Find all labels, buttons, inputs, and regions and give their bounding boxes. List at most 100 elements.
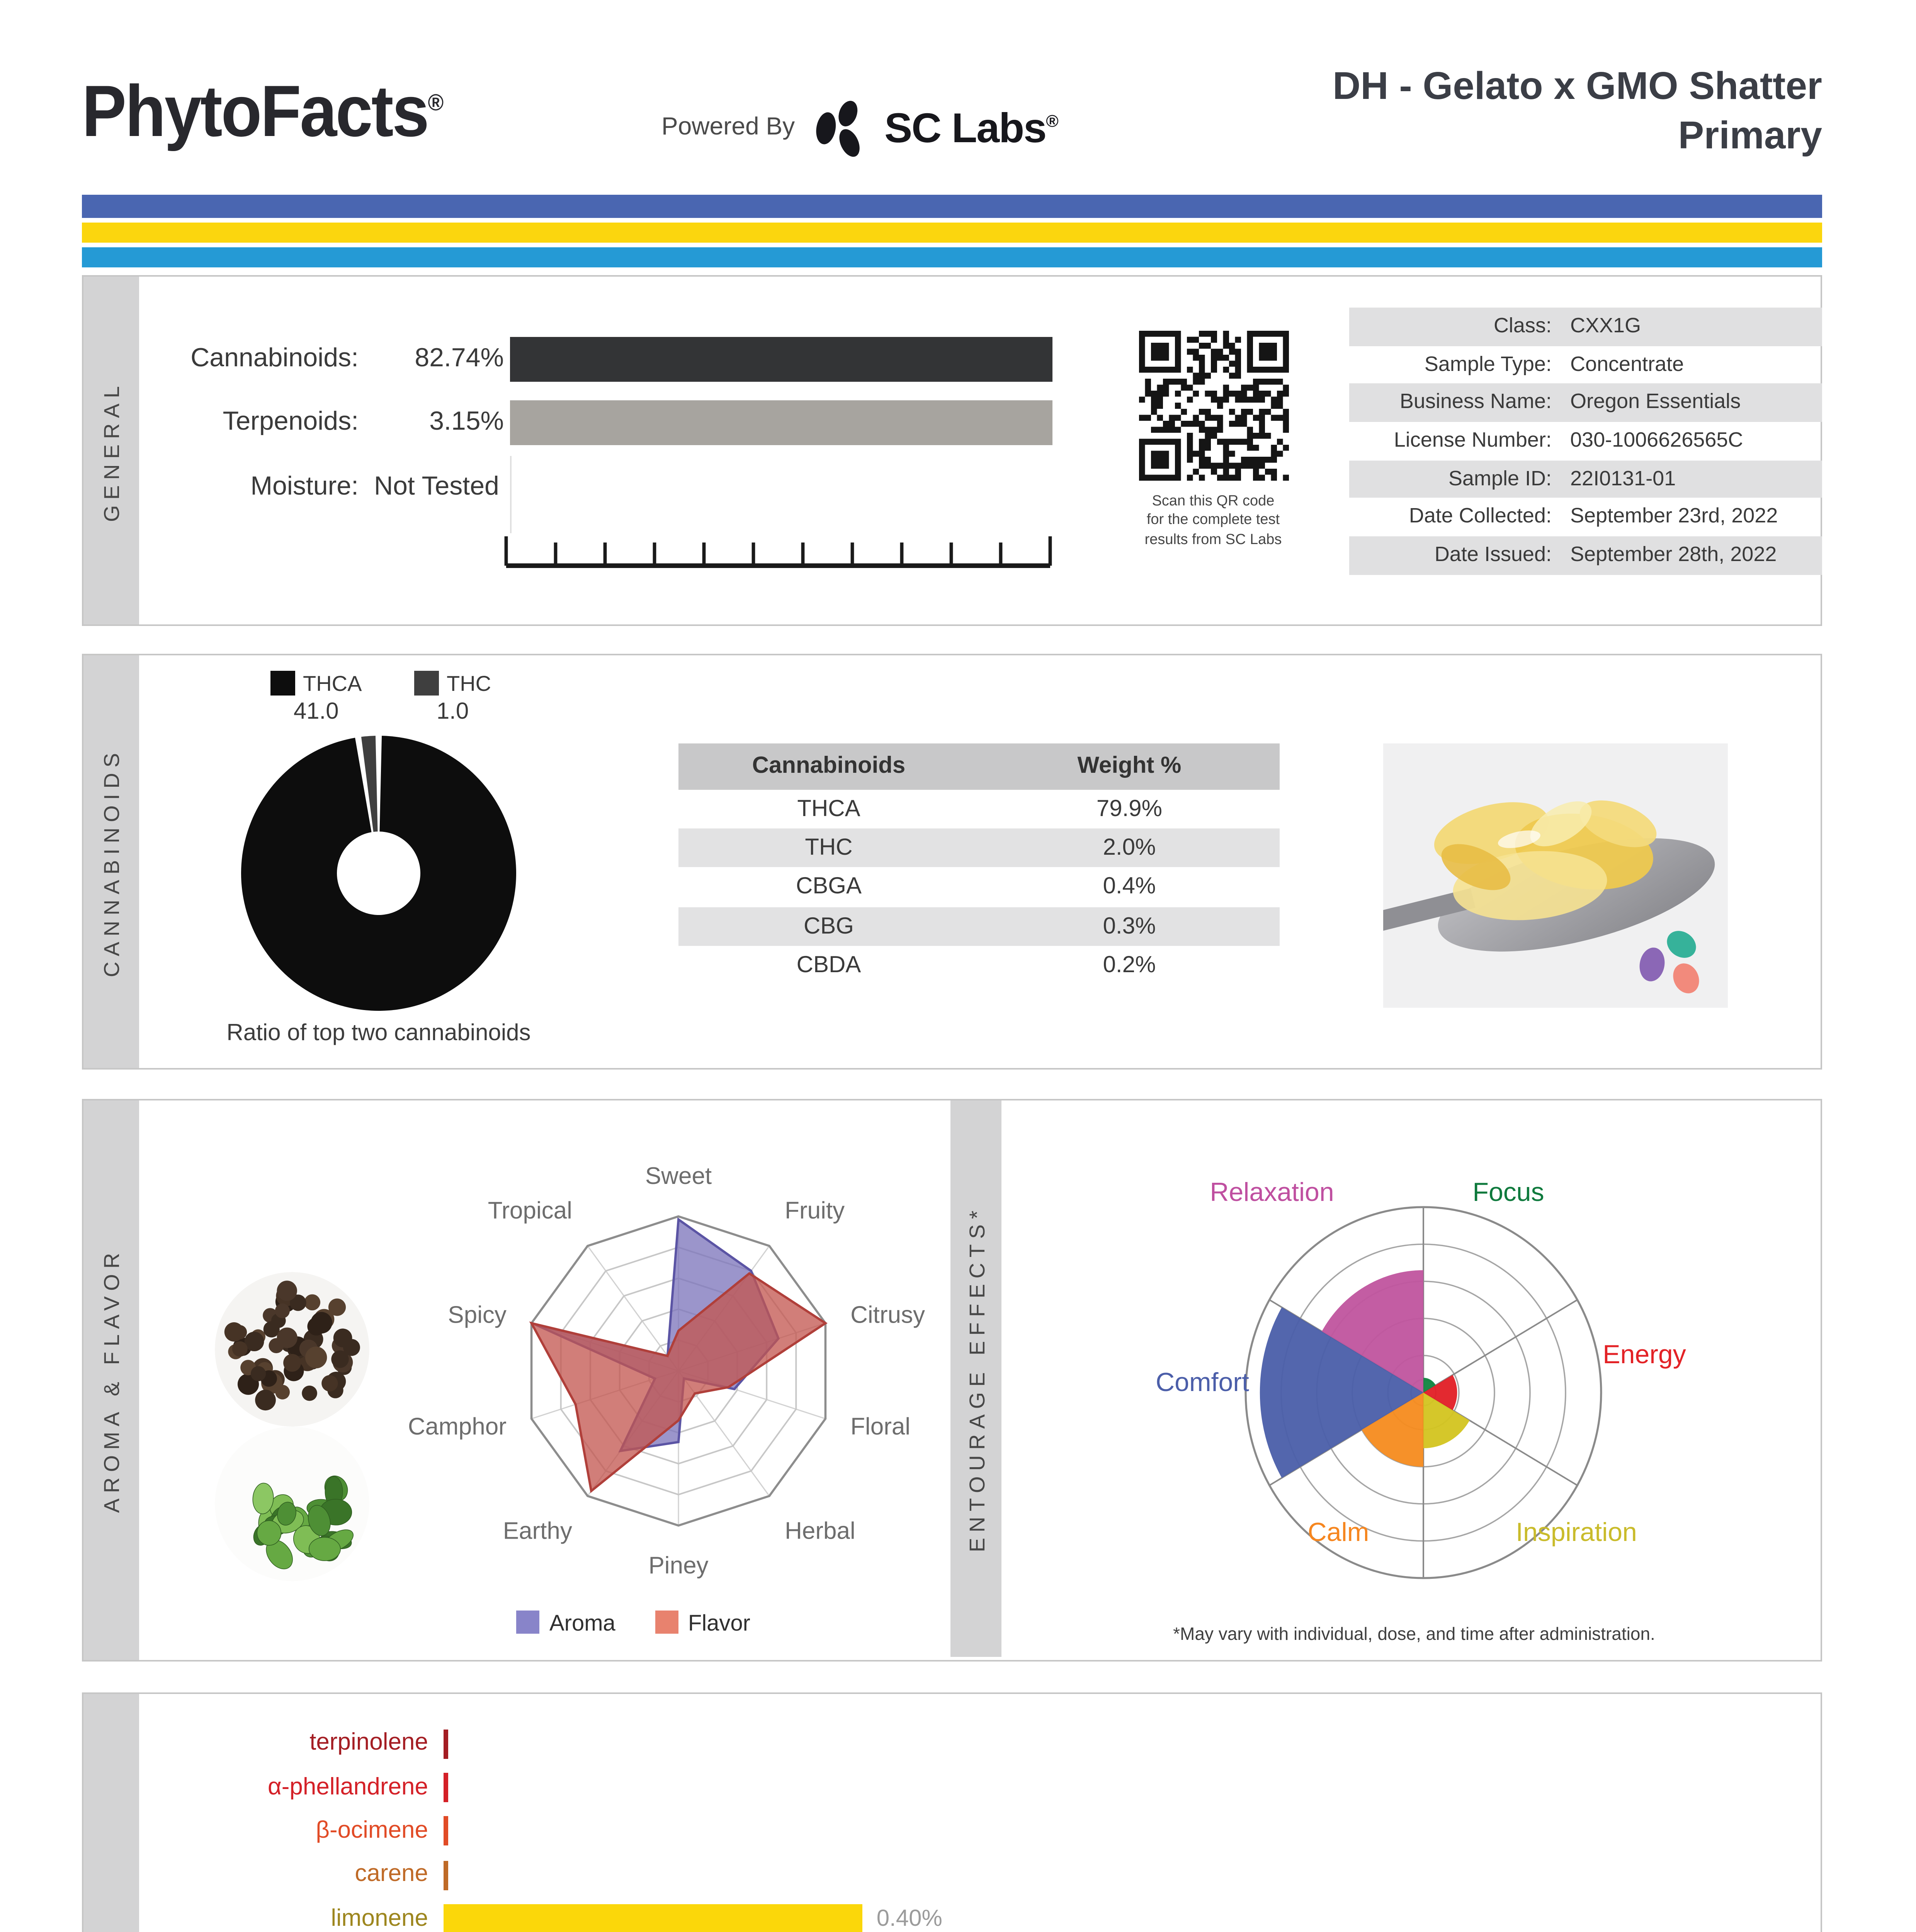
svg-text:Inspiration: Inspiration	[1516, 1517, 1637, 1547]
hops-photo	[215, 1427, 369, 1581]
flavor-legend-label: Flavor	[688, 1612, 750, 1637]
info-label: Date Collected:	[1409, 504, 1552, 528]
svg-text:Floral: Floral	[850, 1413, 910, 1440]
donut-caption: Ratio of top two cannabinoids	[226, 1020, 531, 1046]
terpene-value: 0.40%	[876, 1906, 942, 1932]
terpene-trace-tick	[444, 1729, 448, 1759]
cannabinoid-weight: 2.0%	[1103, 835, 1156, 861]
general-section-label: GENERAL	[99, 380, 124, 521]
cannabinoid-weight: 0.2%	[1103, 952, 1156, 978]
terpene-trace-tick	[444, 1773, 448, 1803]
svg-text:Piney: Piney	[648, 1552, 708, 1579]
aroma-flavor-sidebar: AROMA & FLAVOR	[83, 1100, 139, 1660]
table-row: CBG 0.3%	[678, 906, 1280, 946]
svg-text:Camphor: Camphor	[408, 1413, 507, 1440]
axis-line	[510, 456, 512, 533]
general-sidebar: GENERAL	[83, 277, 139, 624]
aroma-flavor-radar-chart: Sweet Fruity Citrusy Floral Herbal Piney Earth…	[408, 1163, 925, 1579]
info-label: License Number:	[1394, 428, 1552, 452]
terpene-trace-tick	[444, 1816, 448, 1846]
terpene-row: limonene 0.40%	[139, 1897, 1821, 1932]
aroma-flavor-section-label: AROMA & FLAVOR	[99, 1247, 124, 1513]
info-row: Sample ID: 22I0131-01	[1349, 460, 1822, 498]
qr-code	[1139, 331, 1289, 481]
thc-legend-value: 1.0	[436, 699, 469, 725]
col-weight: Weight %	[1077, 753, 1182, 779]
sample-title: DH - Gelato x GMO Shatter Primary	[1333, 62, 1822, 161]
entourage-section-label: ENTOURAGE EFFECTS*	[964, 1205, 988, 1553]
terpene-bar-chart: terpinolene α-phellandrene β-ocimene carene…	[139, 1722, 1821, 1932]
cannabinoid-weight: 0.3%	[1103, 913, 1156, 939]
sc-labs-text: SC Labs	[884, 104, 1047, 151]
aroma-flavor-section: AROMA & FLAVOR Sweet Fruity Citrusy Floral H…	[82, 1099, 1822, 1662]
info-value: CXX1G	[1570, 314, 1641, 337]
svg-text:Citrusy: Citrusy	[850, 1301, 925, 1328]
aroma-legend-swatch	[517, 1611, 540, 1634]
svg-text:Calm: Calm	[1308, 1517, 1369, 1547]
cannabinoids-section-label: CANNABINOIDS	[99, 747, 124, 977]
cannabinoid-name: CBG	[803, 913, 854, 939]
entourage-footnote: *May vary with individual, dose, and tim…	[1173, 1626, 1655, 1645]
accent-bar-cyan	[82, 247, 1822, 267]
terpene-name: limonene	[331, 1905, 428, 1932]
aroma-flavor-legend: Aroma Flavor	[417, 1611, 850, 1637]
info-value: Concentrate	[1570, 352, 1684, 375]
cannabinoids-total-label: Cannabinoids:	[190, 343, 359, 372]
cannabinoid-weight: 0.4%	[1103, 874, 1156, 900]
qr-caption-line1: Scan this QR code	[1152, 493, 1275, 510]
table-row: CBDA 0.2%	[678, 946, 1280, 985]
svg-text:Focus: Focus	[1472, 1177, 1544, 1207]
col-cannabinoids: Cannabinoids	[752, 753, 906, 779]
terpene-name: β-ocimene	[316, 1817, 428, 1844]
terpene-bar	[444, 1904, 863, 1932]
sample-title-line1: DH - Gelato x GMO Shatter	[1333, 65, 1822, 108]
info-value: September 28th, 2022	[1570, 543, 1777, 566]
svg-text:Tropical: Tropical	[488, 1197, 572, 1224]
terpenoids-total-label: Terpenoids:	[223, 406, 359, 436]
brand-registered-mark: ®	[428, 90, 444, 117]
info-value: September 23rd, 2022	[1570, 504, 1778, 528]
table-row: CBGA 0.4%	[678, 868, 1280, 907]
phytoprint-sidebar: PHYTOPRINT®	[83, 1694, 139, 1932]
cannabinoids-total-value: 82.74%	[415, 343, 504, 372]
svg-text:Fruity: Fruity	[785, 1197, 845, 1224]
terpenoids-total-bar	[510, 400, 1052, 445]
sample-info-table: Class: CXX1G Sample Type: Concentrate Busine…	[1349, 308, 1822, 575]
terpene-name: terpinolene	[309, 1730, 428, 1756]
general-section: GENERAL Cannabinoids: 82.74% Terpenoids:…	[82, 275, 1822, 626]
flavor-legend-entry: Flavor	[655, 1611, 750, 1637]
info-row: Business Name: Oregon Essentials	[1349, 384, 1822, 422]
powered-by-block: Powered By SC Labs®	[661, 99, 1059, 158]
aroma-legend-label: Aroma	[549, 1612, 615, 1637]
svg-text:Relaxation: Relaxation	[1210, 1177, 1334, 1207]
thca-legend-swatch	[270, 671, 295, 696]
moisture-label: Moisture:	[250, 471, 359, 501]
svg-text:Herbal: Herbal	[785, 1518, 855, 1544]
info-row: Date Collected: September 23rd, 2022	[1349, 498, 1822, 537]
thc-legend-swatch	[414, 671, 439, 696]
qr-caption-line3: results from SC Labs	[1144, 531, 1282, 548]
cannabinoid-name: THCA	[797, 796, 860, 822]
sample-title-line2: Primary	[1678, 114, 1822, 158]
sc-labs-logo-icon	[816, 100, 860, 157]
info-label: Sample Type:	[1424, 352, 1552, 375]
info-value: 22I0131-01	[1570, 466, 1676, 490]
terpene-row: terpinolene	[139, 1722, 1821, 1765]
terpene-name: α-phellandrene	[267, 1774, 428, 1800]
terpene-name: carene	[355, 1861, 428, 1888]
phytofacts-logo: PhytoFacts®	[82, 68, 444, 153]
peppercorns-photo	[215, 1272, 369, 1427]
terpenoids-total-value: 3.15%	[429, 406, 504, 436]
cannabinoids-section: CANNABINOIDS THCA 41.0 THC 1.0 Ratio of …	[82, 654, 1822, 1070]
accent-bar-blue	[82, 195, 1822, 218]
terpene-row: α-phellandrene	[139, 1765, 1821, 1809]
aroma-legend-entry: Aroma	[517, 1611, 615, 1637]
svg-text:Spicy: Spicy	[448, 1301, 507, 1328]
info-row: Date Issued: September 28th, 2022	[1349, 536, 1822, 575]
info-label: Date Issued:	[1434, 543, 1552, 566]
qr-caption: Scan this QR code for the complete test …	[1066, 493, 1360, 550]
phytoprint-section: PHYTOPRINT® terpinolene α-phellandrene β-o…	[82, 1692, 1822, 1932]
cannabinoid-name: THC	[805, 835, 853, 861]
thc-legend-name: THC	[447, 671, 491, 696]
cannabinoids-table: Cannabinoids Weight % THCA 79.9% THC 2.0% CB…	[678, 743, 1280, 985]
